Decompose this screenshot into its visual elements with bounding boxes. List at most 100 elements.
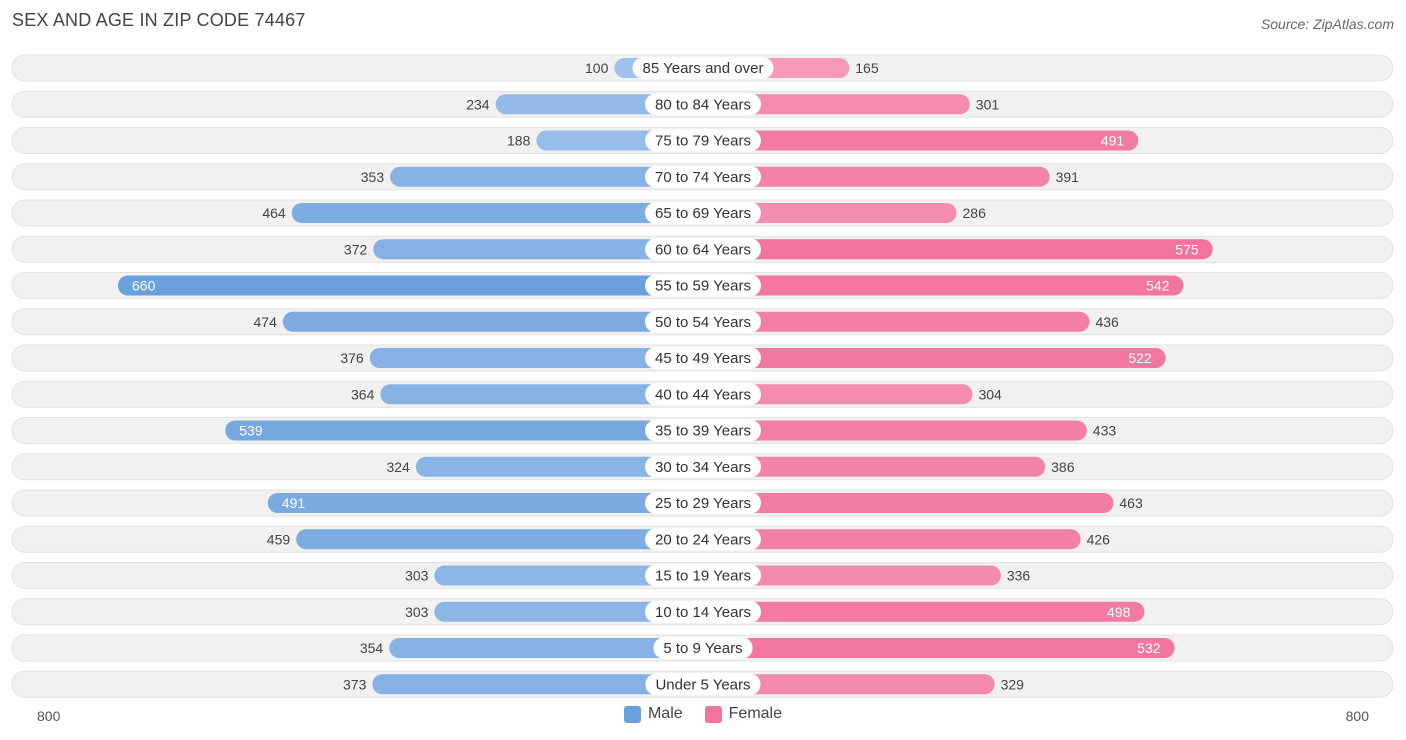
male-bar[interactable] [434, 565, 703, 586]
legend-item-male[interactable]: Male [623, 705, 683, 723]
category-label-background [645, 165, 761, 188]
female-value-label: 329 [1001, 676, 1025, 692]
male-value-label: 364 [351, 386, 375, 402]
female-value-label: 301 [976, 96, 1000, 112]
category-label: 35 to 39 Years [655, 423, 751, 440]
male-value-label: 303 [405, 568, 429, 584]
male-bar[interactable] [434, 601, 703, 622]
category-label: 5 to 9 Years [663, 640, 742, 657]
female-bar[interactable] [703, 311, 1090, 332]
male-bar[interactable] [390, 166, 703, 187]
category-label: 85 Years and over [643, 60, 764, 77]
axis-left-tick-label: 800 [37, 708, 61, 724]
category-label-background [645, 564, 761, 587]
category-label: Under 5 Years [655, 676, 750, 693]
male-bar[interactable] [380, 384, 703, 405]
category-label-background [645, 310, 761, 333]
category-label-background [645, 383, 761, 406]
category-label: 30 to 34 Years [655, 459, 751, 476]
male-bar[interactable] [267, 493, 703, 513]
category-label-background [632, 57, 774, 79]
female-bar[interactable] [703, 384, 973, 405]
female-value-label: 165 [855, 60, 879, 76]
category-label: 80 to 84 Years [655, 96, 751, 113]
female-bar[interactable] [703, 239, 1213, 260]
female-value-label: 542 [1146, 278, 1170, 294]
category-label: 15 to 19 Years [655, 568, 751, 585]
female-bar[interactable] [703, 674, 995, 695]
category-label-background [645, 238, 761, 261]
category-label: 25 to 29 Years [655, 495, 751, 512]
female-bar[interactable] [703, 529, 1081, 550]
category-label-background [645, 93, 761, 116]
category-label: 50 to 54 Years [655, 314, 751, 331]
category-label: 10 to 14 Years [655, 604, 751, 621]
male-value-label: 464 [262, 205, 286, 221]
male-bar[interactable] [373, 239, 703, 260]
category-label-background [645, 202, 761, 224]
male-bar[interactable] [369, 348, 703, 368]
male-value-label: 234 [466, 96, 490, 112]
female-value-label: 498 [1107, 604, 1131, 620]
male-bar[interactable] [296, 529, 703, 550]
category-label-background [645, 129, 761, 152]
female-value-label: 433 [1093, 423, 1117, 439]
chart-source: Source: ZipAtlas.com [1260, 16, 1394, 32]
legend-label-male: Male [647, 705, 683, 722]
chart-legend: Male Female [0, 705, 1406, 723]
male-bar[interactable] [118, 275, 703, 296]
male-value-label: 539 [239, 423, 263, 439]
category-label-background [645, 528, 761, 551]
category-label: 75 to 79 Years [655, 133, 751, 150]
male-value-label: 324 [386, 459, 410, 475]
legend-swatch-male [623, 705, 641, 723]
female-bar[interactable] [703, 203, 957, 223]
female-bar[interactable] [703, 275, 1184, 296]
male-value-label: 660 [132, 278, 156, 294]
female-bar[interactable] [703, 601, 1145, 622]
female-bar[interactable] [703, 130, 1139, 151]
category-label: 60 to 64 Years [655, 241, 751, 258]
male-bar[interactable] [225, 420, 703, 441]
female-bar[interactable] [703, 94, 970, 115]
category-label-background [645, 600, 761, 623]
category-label: 45 to 49 Years [655, 350, 751, 367]
female-bar[interactable] [703, 565, 1001, 586]
category-label: 55 to 59 Years [655, 278, 751, 295]
female-value-label: 426 [1087, 531, 1111, 547]
female-value-label: 575 [1175, 241, 1199, 257]
category-label-background [645, 419, 761, 442]
male-bar[interactable] [282, 311, 703, 332]
female-value-label: 532 [1137, 640, 1161, 656]
male-bar[interactable] [372, 674, 703, 695]
category-label: 40 to 44 Years [655, 386, 751, 403]
female-bar[interactable] [703, 638, 1175, 658]
male-value-label: 491 [282, 495, 306, 511]
category-label-background [645, 455, 761, 478]
category-label: 65 to 69 Years [655, 205, 751, 222]
male-value-label: 372 [344, 241, 368, 257]
female-value-label: 463 [1119, 495, 1143, 511]
category-label-background [645, 274, 761, 297]
male-bar[interactable] [389, 638, 703, 658]
category-label-background [653, 637, 753, 659]
female-bar[interactable] [703, 420, 1087, 441]
female-bar[interactable] [703, 456, 1046, 477]
female-bar[interactable] [703, 166, 1050, 187]
male-value-label: 303 [405, 604, 429, 620]
female-value-label: 286 [963, 205, 987, 221]
legend-label-female: Female [728, 705, 783, 722]
male-bar[interactable] [415, 456, 703, 477]
female-value-label: 491 [1101, 133, 1125, 149]
female-value-label: 386 [1051, 459, 1075, 475]
male-value-label: 376 [340, 350, 364, 366]
female-value-label: 391 [1056, 169, 1080, 185]
female-bar[interactable] [703, 348, 1166, 368]
legend-swatch-female [704, 705, 722, 723]
female-bar[interactable] [703, 493, 1114, 513]
female-value-label: 336 [1007, 568, 1031, 584]
legend-item-female[interactable]: Female [704, 705, 783, 723]
category-label: 70 to 74 Years [655, 169, 751, 186]
male-bar[interactable] [291, 203, 703, 223]
